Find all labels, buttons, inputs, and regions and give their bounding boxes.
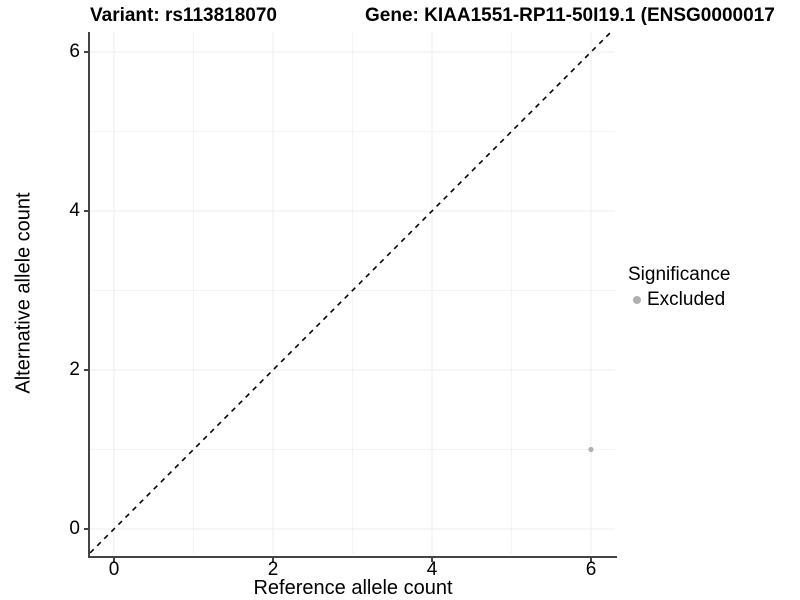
y-tick-mark bbox=[84, 51, 90, 53]
y-tick-label: 6 bbox=[69, 41, 80, 62]
x-tick-mark bbox=[431, 556, 433, 562]
variant-title: Variant: rs113818070 bbox=[90, 5, 277, 26]
legend-point-icon bbox=[633, 296, 641, 304]
gene-title: Gene: KIAA1551-RP11-50I19.1 (ENSG0000017 bbox=[365, 5, 775, 26]
x-axis-title: Reference allele count bbox=[253, 577, 453, 599]
plot-area-svg bbox=[90, 32, 615, 554]
x-tick-mark bbox=[590, 556, 592, 562]
y-axis-title: Alternative allele count bbox=[12, 192, 35, 394]
plot-panel bbox=[88, 32, 617, 558]
x-tick-label: 2 bbox=[267, 559, 279, 580]
legend-item-excluded: Excluded bbox=[633, 289, 730, 311]
legend: Significance Excluded bbox=[628, 264, 730, 311]
x-tick-mark bbox=[272, 556, 274, 562]
x-tick-label: 0 bbox=[108, 559, 120, 580]
legend-item-label: Excluded bbox=[647, 289, 726, 310]
x-tick-label: 6 bbox=[585, 559, 597, 580]
y-tick-mark bbox=[84, 369, 90, 371]
y-tick-mark bbox=[84, 528, 90, 530]
y-tick-label: 0 bbox=[69, 518, 80, 539]
y-tick-mark bbox=[84, 210, 90, 212]
x-tick-mark bbox=[113, 556, 115, 562]
y-tick-label: 4 bbox=[69, 200, 80, 221]
legend-title: Significance bbox=[628, 264, 731, 285]
y-tick-label: 2 bbox=[69, 359, 80, 380]
x-tick-label: 4 bbox=[426, 559, 438, 580]
data-point bbox=[588, 446, 594, 453]
